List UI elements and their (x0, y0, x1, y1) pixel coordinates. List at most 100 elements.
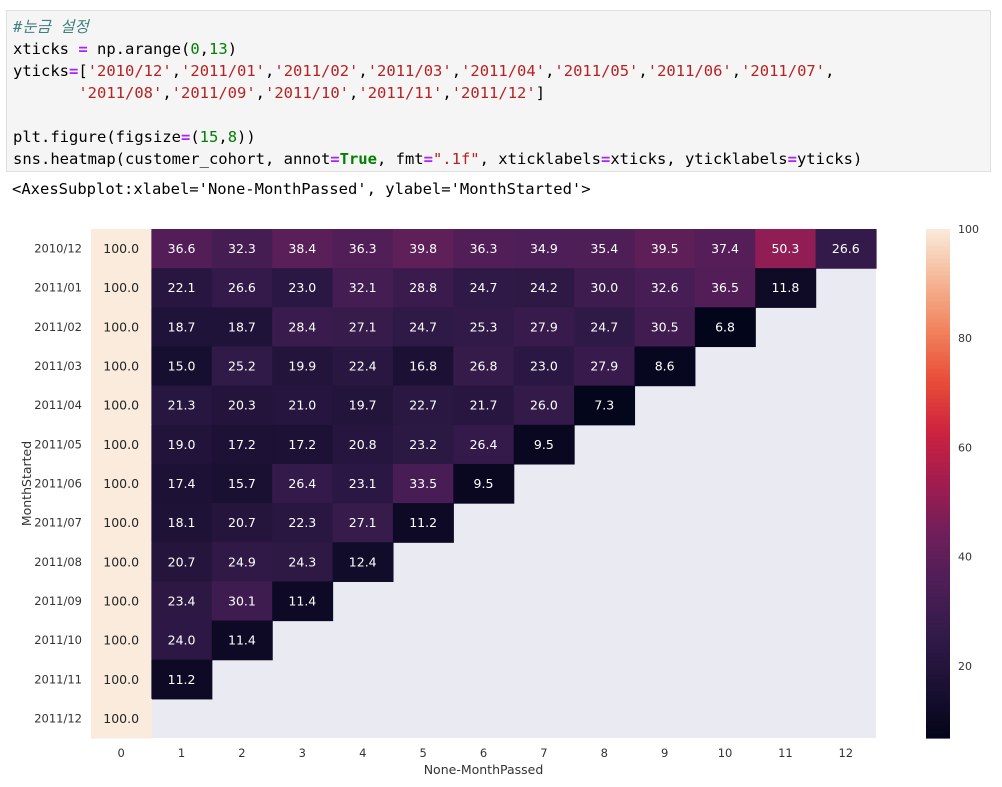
x-tick-label: 8 (601, 746, 608, 760)
heatmap-cell (211, 307, 273, 348)
heatmap-cell (453, 346, 515, 387)
x-tick-label: 4 (359, 746, 366, 760)
colorbar-segment (926, 411, 950, 417)
cell-annotation: 100.0 (103, 554, 139, 569)
colorbar-segment (926, 245, 950, 251)
colorbar-segment (926, 648, 950, 654)
cell-annotation: 100.0 (103, 437, 139, 452)
colorbar-segment (926, 627, 950, 633)
colorbar-segment (926, 504, 950, 510)
cell-annotation: 30.5 (651, 319, 679, 334)
cell-annotation: 19.7 (349, 398, 377, 413)
code-token: , (218, 128, 228, 146)
code-token: yticks (13, 62, 69, 80)
colorbar-segment (926, 517, 950, 523)
cell-annotation: 36.3 (470, 241, 498, 256)
cell-annotation: 50.3 (771, 241, 799, 256)
colorbar-segment (926, 585, 950, 591)
cell-annotation: 26.8 (470, 359, 498, 374)
colorbar-segment (926, 330, 950, 336)
heatmap-cell (755, 268, 817, 308)
cell-annotation: 100.0 (103, 633, 139, 648)
cell-annotation: 20.7 (228, 515, 256, 530)
cell-annotation: 22.3 (288, 515, 316, 530)
colorbar-segment (926, 373, 950, 379)
y-tick-label: 2011/05 (34, 437, 82, 451)
cell-annotation: 22.7 (409, 398, 437, 413)
code-cell[interactable]: #눈금 설정 xticks = np.arange(0,13) yticks=[… (6, 10, 991, 172)
colorbar-segment (926, 352, 950, 357)
code-token: , xticklabels (479, 150, 601, 168)
heatmap-cell (151, 268, 213, 308)
heatmap-cell (332, 346, 394, 387)
code-token: '2010/12' (87, 62, 172, 80)
code-token: = (180, 128, 191, 146)
heatmap-cell (513, 268, 575, 308)
colorbar-segment (926, 258, 950, 264)
code-token: ) (227, 40, 238, 58)
heatmap-cell (211, 463, 273, 504)
colorbar-segment (926, 284, 950, 289)
code-token: = (600, 150, 611, 168)
heatmap-cell (91, 346, 152, 387)
heatmap-cell (574, 346, 636, 387)
cell-annotation: 100.0 (103, 398, 139, 413)
x-tick-label: 7 (540, 746, 547, 760)
code-token: '2011/11' (358, 84, 443, 102)
heatmap-cell (755, 229, 817, 269)
y-tick-label: 2011/12 (34, 711, 82, 725)
code-token: ( (190, 128, 200, 146)
code-editor[interactable]: #눈금 설정 xticks = np.arange(0,13) yticks=[… (13, 16, 862, 170)
heatmap-cell (211, 581, 273, 622)
colorbar-segment (926, 356, 950, 362)
cell-annotation: 19.0 (168, 437, 196, 452)
colorbar-segment (926, 402, 950, 408)
colorbar-segment (926, 733, 950, 739)
colorbar-segment (926, 721, 950, 726)
cell-annotation: 23.4 (168, 593, 196, 608)
colorbar-segment (926, 466, 950, 472)
code-token: np.arange( (87, 40, 191, 58)
x-axis-label: None-MonthPassed (424, 762, 544, 777)
cell-annotation: 30.0 (590, 280, 618, 295)
cell-annotation: 24.0 (168, 633, 196, 648)
colorbar-segment (926, 428, 950, 434)
heatmap-cell (513, 229, 575, 269)
cell-annotation: 20.7 (168, 554, 196, 569)
heatmap-cell (151, 424, 213, 465)
cell-annotation: 100.0 (103, 319, 139, 334)
x-tick-label: 1 (178, 746, 185, 760)
y-tick-label: 2011/11 (34, 672, 82, 686)
cell-annotation: 100.0 (103, 280, 139, 295)
heatmap-cell (91, 542, 152, 582)
cell-annotation: 18.1 (168, 515, 196, 530)
code-token: = (78, 40, 88, 58)
colorbar-segment (926, 670, 950, 675)
y-tick-label: 2011/04 (34, 398, 82, 412)
heatmap-cell (211, 503, 273, 543)
cell-annotation: 24.2 (530, 280, 558, 295)
colorbar-segment (926, 665, 950, 671)
heatmap-cell (151, 581, 213, 622)
heatmap-cell (151, 542, 213, 582)
colorbar-segment (926, 436, 950, 442)
cell-annotation: 27.1 (349, 515, 377, 530)
cell-annotation: 24.7 (409, 319, 437, 334)
colorbar-segment (926, 593, 950, 599)
heatmap-cell (211, 620, 273, 661)
code-token: )) (237, 128, 256, 146)
colorbar-segment (926, 555, 950, 561)
colorbar-segment (926, 644, 950, 650)
heatmap-cell (694, 307, 756, 348)
cell-annotation: 24.7 (470, 280, 498, 295)
colorbar-segment (926, 530, 950, 535)
colorbar-segment (926, 640, 950, 646)
cell-annotation: 24.9 (228, 554, 256, 569)
code-token: , (358, 62, 368, 80)
colorbar-segment (926, 682, 950, 688)
colorbar-segment (926, 360, 950, 366)
x-tick-label: 5 (419, 746, 426, 760)
heatmap-cell (272, 463, 334, 504)
colorbar-segment (926, 687, 950, 692)
heatmap-cell (151, 503, 213, 543)
